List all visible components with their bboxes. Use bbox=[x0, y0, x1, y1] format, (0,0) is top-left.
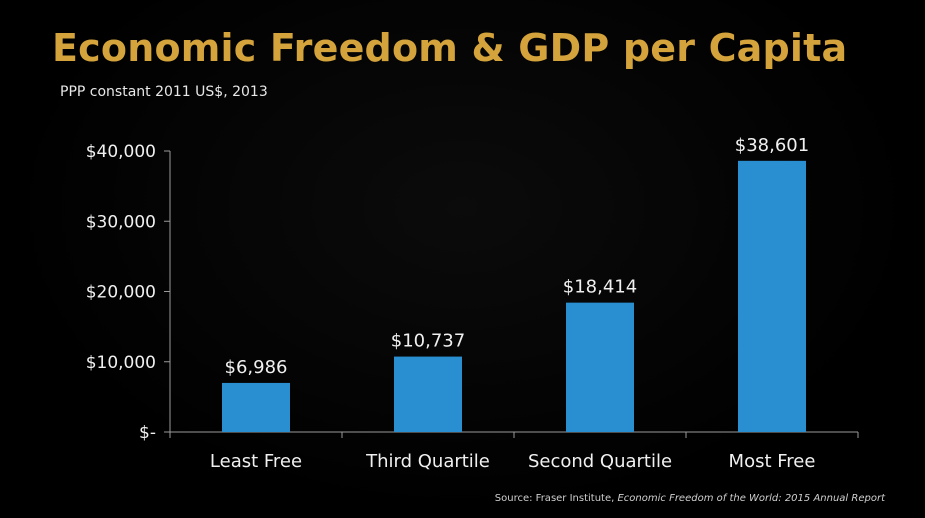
chart-subtitle: PPP constant 2011 US$, 2013 bbox=[60, 84, 268, 100]
data-label: $6,986 bbox=[225, 357, 288, 378]
category-label: Most Free bbox=[729, 451, 816, 472]
y-tick-label: $- bbox=[139, 423, 156, 443]
bar bbox=[222, 382, 290, 432]
bar bbox=[738, 160, 806, 432]
source-report-title: Economic Freedom of the World: 2015 Annu… bbox=[617, 493, 885, 504]
bar bbox=[394, 356, 462, 432]
category-label: Least Free bbox=[210, 451, 302, 472]
chart-title: Economic Freedom & GDP per Capita bbox=[52, 26, 848, 70]
source-prefix: Source: Fraser Institute, bbox=[494, 493, 618, 504]
data-label: $38,601 bbox=[735, 135, 809, 156]
bar bbox=[566, 302, 634, 432]
category-label: Second Quartile bbox=[528, 451, 672, 472]
y-tick-label: $20,000 bbox=[86, 283, 156, 303]
y-tick-label: $40,000 bbox=[86, 142, 156, 162]
y-tick-label: $10,000 bbox=[86, 353, 156, 373]
data-label: $18,414 bbox=[563, 277, 637, 298]
data-label: $10,737 bbox=[391, 331, 465, 352]
y-tick-label: $30,000 bbox=[86, 212, 156, 232]
source-note: Source: Fraser Institute, Economic Freed… bbox=[495, 493, 885, 504]
category-label: Third Quartile bbox=[365, 451, 490, 472]
